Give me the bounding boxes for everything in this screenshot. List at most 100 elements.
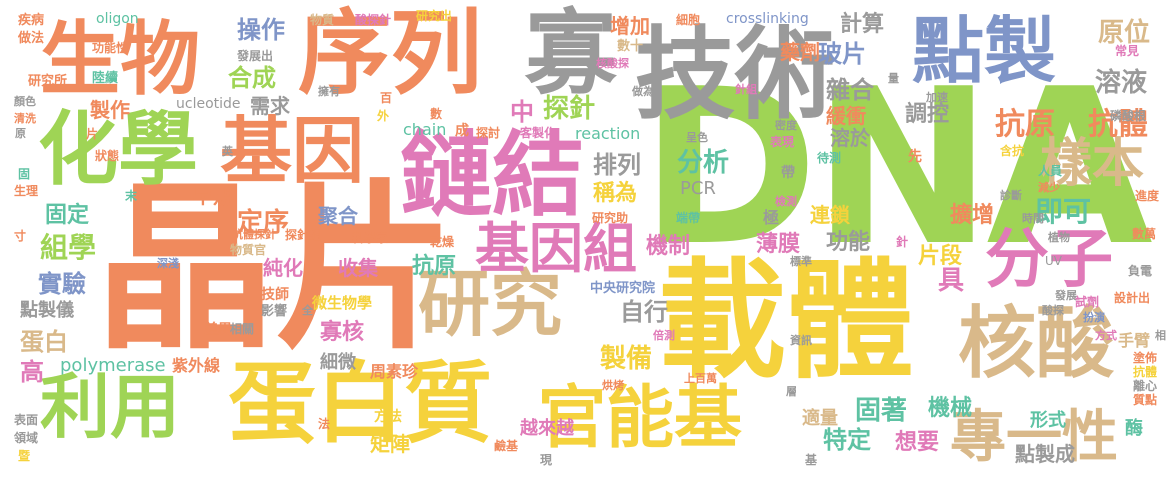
word-bai: 百	[380, 91, 393, 105]
word-shiyan: 實驗	[38, 270, 86, 298]
word-daice: 待測	[817, 151, 842, 165]
word-kangtitanzhen: 抗體探針	[232, 228, 276, 241]
word-shuwan: 數萬	[1132, 227, 1157, 241]
word-zuofa: 做法	[18, 31, 45, 46]
word-jianshao: 減少	[1038, 181, 1060, 194]
word-jibing: 疾病	[18, 13, 45, 28]
word-jingpian: 晶片	[95, 165, 456, 374]
word-yuelaiyue: 越來越	[520, 418, 574, 439]
word-jiyin: 基因	[220, 109, 365, 193]
word-zhousuzhen: 周素珍	[370, 362, 419, 381]
word-ji3: 極	[763, 208, 780, 227]
word-guahe: 寡核	[320, 320, 365, 345]
word-zhong: 中	[510, 98, 534, 126]
word-shiji: 試劑	[1075, 295, 1100, 309]
word-yongyou: 擁有	[318, 85, 340, 98]
word-kangyuan: 抗原	[995, 107, 1055, 142]
word-weishengwuxue: 微生物學	[312, 294, 373, 312]
word-fazhanchu: 發展出	[237, 49, 274, 63]
word-shushi: 數十	[617, 39, 644, 54]
word-jixie: 機械	[928, 396, 973, 421]
word-bomo: 薄膜	[756, 232, 801, 257]
word-fazhan: 發展	[1055, 289, 1077, 302]
word-shengwu: 生物	[40, 13, 200, 106]
word-zaiti: 載體	[658, 247, 915, 396]
word-zahe: 雜合	[826, 76, 874, 104]
word-zengjia: 增加	[610, 14, 650, 38]
word-zhenduan: 診斷	[1000, 189, 1022, 202]
word-juzhen: 矩陣	[370, 432, 410, 456]
word-liyong: 利用	[40, 366, 180, 448]
word-chengwei: 稱為	[593, 181, 638, 206]
word-lixin: 離心	[1133, 379, 1158, 393]
word-tanzhenzu: 探針組	[285, 228, 322, 242]
word-linsuangen: 磷酸根	[1110, 109, 1147, 123]
word-jianji: 鹼基	[494, 439, 519, 453]
word-pian: 片	[86, 127, 99, 141]
word-shoubi: 手臂	[1118, 331, 1151, 350]
word-danbai: 蛋白	[20, 328, 68, 356]
word-zhuanyixing: 專一性	[950, 405, 1118, 470]
word-ziwaixian: 紫外線	[172, 356, 221, 375]
word-liansuo: 連鎖	[810, 203, 850, 227]
word-pailie: 排列	[593, 151, 641, 179]
word-fenzi: 分子	[985, 223, 1113, 297]
word-yangben: 樣本	[1040, 134, 1145, 194]
word-kangyuan2: 抗原	[412, 254, 457, 279]
word-shengli: 生理	[14, 184, 39, 198]
word-biaoxian: 表現	[770, 135, 795, 149]
word-banyan: 扮演	[1083, 311, 1105, 324]
word-biaozhun: 標準	[790, 255, 812, 268]
word-gongneng: 功能	[826, 230, 871, 255]
word-jike: 即可	[1035, 195, 1092, 228]
word-tantao: 探討	[476, 126, 501, 140]
word-huanchong: 緩衝	[826, 104, 866, 128]
word-bopian: 玻片	[818, 40, 866, 68]
word-duandai: 端帶	[676, 211, 701, 225]
word-zuxue: 組學	[40, 231, 97, 264]
word-kezhihua: 客製化	[520, 126, 557, 140]
word-jiyinzu: 基因組	[475, 217, 637, 280]
word-uv: UV	[1045, 254, 1062, 268]
word-jizhi: 機制	[646, 234, 691, 259]
word-ganzao: 乾燥	[430, 235, 455, 249]
word-danbaizhi: 蛋白質	[228, 352, 493, 455]
word-dai: 帶	[781, 165, 795, 181]
word-renyuan: 人員	[1038, 164, 1063, 178]
word-jindu: 進度	[1135, 189, 1160, 203]
word-zhuangtai: 狀態	[95, 149, 120, 163]
word-zhidian: 質點	[1133, 393, 1158, 407]
word-yingxiang: 影響	[261, 304, 288, 319]
word-hongkao: 烘烤	[602, 379, 624, 392]
word-ying: 英	[222, 145, 233, 158]
word-oligon: oligon	[96, 11, 139, 27]
word-dianzhiyi: 點製儀	[20, 300, 74, 321]
word-gongnengxing: 功能性	[92, 41, 129, 55]
word-ji: 暨	[18, 449, 31, 463]
word-reaction: reaction	[575, 124, 641, 143]
word-xingshi: 形式	[1030, 410, 1066, 431]
word-hankang: 含抗	[1000, 144, 1025, 158]
word-fenxi: 分析	[677, 148, 730, 178]
word-huaxue: 化學	[38, 103, 198, 196]
word-pianduan: 片段	[918, 244, 963, 269]
word-beice: 倍測	[653, 329, 675, 342]
word-juhe: 聚合	[318, 204, 358, 228]
word-yaoji: 藥劑	[780, 40, 820, 64]
word-lingyu: 領域	[14, 431, 39, 445]
word-fudian: 負電	[1128, 264, 1153, 278]
word-ceng: 層	[786, 385, 797, 398]
word-quan: 全	[302, 304, 313, 317]
word-xian: 現	[540, 453, 553, 467]
word-xiangguan: 相關	[230, 322, 255, 336]
word-gu: 固	[18, 167, 31, 181]
word-biaomian: 表面	[14, 413, 39, 427]
word-liang: 量	[888, 72, 899, 85]
word-dianzhicheng: 點製成	[1015, 442, 1075, 466]
word-rongyu: 溶於	[830, 126, 870, 150]
word-ucleotide: ucleotide	[176, 96, 241, 112]
word-fangfa: 方法	[374, 409, 402, 425]
word-guannengji: 官能基	[538, 379, 743, 458]
word-zhiwu: 植物	[1048, 231, 1070, 244]
word-kangti: 抗體	[1088, 107, 1148, 142]
